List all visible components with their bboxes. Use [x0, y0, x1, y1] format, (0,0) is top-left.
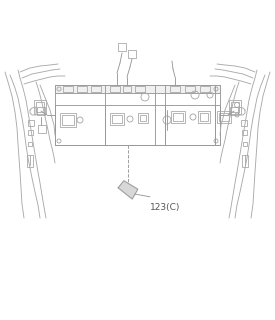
Bar	[229, 100, 241, 114]
Bar	[242, 130, 247, 135]
Bar	[170, 86, 180, 92]
Bar	[110, 113, 124, 125]
Bar	[185, 86, 195, 92]
Bar	[27, 155, 33, 167]
Bar	[171, 111, 185, 123]
Bar	[28, 120, 34, 126]
Bar	[60, 113, 76, 127]
Bar	[123, 86, 131, 92]
Bar	[28, 142, 32, 146]
Bar	[242, 155, 248, 167]
Bar	[62, 115, 74, 125]
Bar	[112, 115, 122, 123]
Bar	[128, 50, 136, 58]
Bar	[38, 125, 46, 133]
Bar	[140, 115, 146, 121]
Bar	[77, 86, 87, 92]
Bar	[243, 142, 247, 146]
Bar	[200, 86, 210, 92]
Bar	[138, 113, 148, 123]
Bar	[217, 111, 231, 123]
Bar	[110, 86, 120, 92]
Bar	[118, 43, 126, 51]
Bar	[230, 107, 238, 115]
Polygon shape	[118, 181, 138, 199]
Bar	[36, 102, 44, 112]
Bar	[91, 86, 101, 92]
Bar	[55, 85, 220, 145]
Bar	[219, 113, 229, 121]
Bar	[37, 107, 45, 115]
Bar	[173, 113, 183, 121]
Bar	[55, 105, 220, 145]
Bar	[135, 86, 145, 92]
Bar	[231, 102, 239, 112]
Bar	[28, 130, 33, 135]
Bar	[55, 85, 220, 93]
Bar	[198, 111, 210, 123]
Bar	[200, 113, 208, 121]
Bar	[34, 100, 46, 114]
Text: 123(C): 123(C)	[150, 203, 180, 212]
Bar	[63, 86, 73, 92]
Bar	[241, 120, 247, 126]
